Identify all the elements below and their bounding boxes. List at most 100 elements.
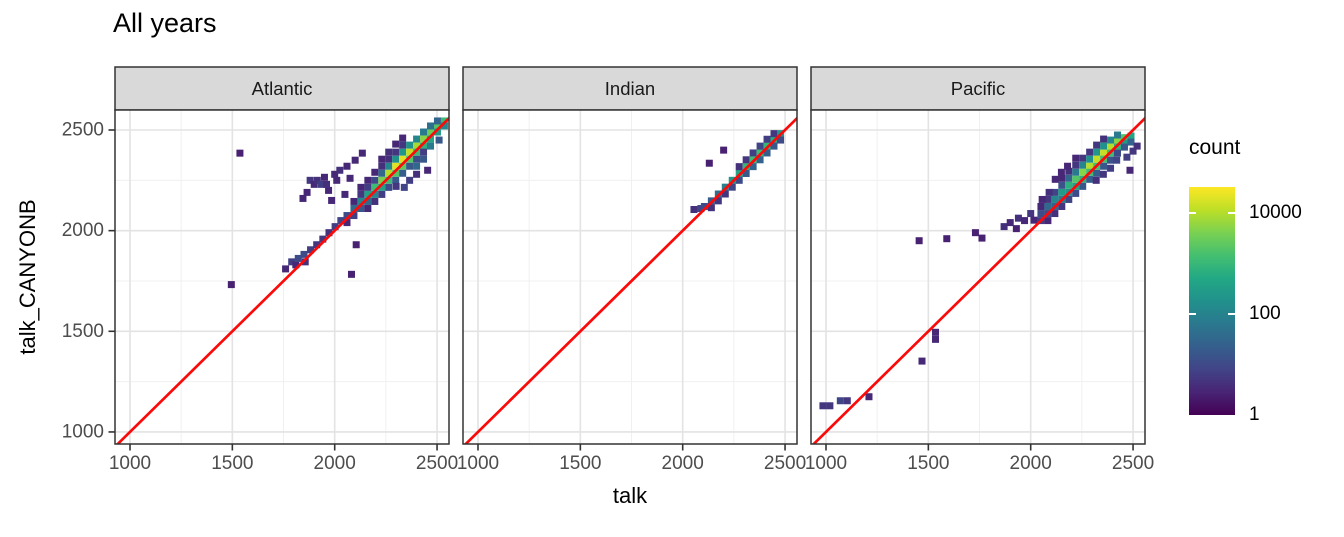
bin (399, 162, 407, 170)
bin (1006, 219, 1014, 227)
bin (742, 156, 750, 164)
bin (1100, 149, 1108, 157)
bin (301, 258, 309, 266)
bin (819, 402, 827, 410)
x-tick-label: 1000 (457, 453, 499, 474)
bin (1079, 168, 1087, 176)
x-tick-label: 1000 (805, 453, 847, 474)
bin (310, 180, 318, 188)
bin (1058, 188, 1066, 196)
bin (1051, 175, 1059, 183)
bin (1123, 153, 1131, 161)
bin (346, 174, 354, 182)
bin (932, 328, 940, 336)
bin (1038, 195, 1046, 203)
bin (1072, 168, 1080, 176)
bin (728, 183, 736, 191)
bin (364, 190, 372, 198)
bin (1012, 225, 1020, 233)
bin (413, 155, 421, 163)
bin (735, 176, 743, 184)
legend-tick-label: 100 (1249, 303, 1281, 324)
bin (325, 229, 333, 237)
bin (742, 169, 750, 177)
bin (943, 235, 951, 243)
bin (1120, 139, 1128, 147)
legend-title: count (1189, 136, 1241, 159)
bin (385, 155, 393, 163)
bin (399, 148, 407, 156)
bin (288, 258, 296, 266)
bin (1072, 154, 1080, 162)
y-tick-label: 1500 (62, 321, 104, 342)
bin (424, 166, 432, 174)
bin (440, 122, 448, 130)
x-tick-label: 2000 (662, 453, 704, 474)
bin (1051, 195, 1059, 203)
bin (413, 135, 421, 143)
bin (1093, 141, 1101, 149)
bin (763, 149, 771, 157)
bin (426, 135, 434, 143)
bin (371, 183, 379, 191)
x-tick-label: 2500 (764, 453, 806, 474)
bin (392, 140, 400, 148)
bin (777, 136, 785, 144)
bin (1072, 161, 1080, 169)
bin (865, 393, 873, 401)
bin (236, 149, 244, 157)
bin (392, 176, 400, 184)
bin (426, 122, 434, 130)
bin (756, 156, 764, 164)
bin (1000, 223, 1008, 231)
bin (836, 397, 844, 405)
bin (413, 170, 421, 178)
bin (1107, 164, 1115, 172)
bin (352, 241, 360, 249)
bin (1027, 210, 1035, 218)
bin (378, 169, 386, 177)
bin (1113, 131, 1121, 139)
bin (1086, 162, 1094, 170)
bin (426, 142, 434, 150)
bin (1064, 162, 1072, 170)
bin (770, 142, 778, 150)
panel-border (462, 109, 798, 445)
x-tick-label: 2500 (1112, 453, 1154, 474)
bin (1100, 142, 1108, 150)
bin (420, 148, 428, 156)
bin (420, 142, 428, 150)
bin (406, 148, 414, 156)
bin (1072, 189, 1080, 197)
bin (320, 173, 328, 181)
bin (763, 135, 771, 143)
bin (406, 176, 414, 184)
bin (343, 219, 351, 227)
bin (1044, 195, 1052, 203)
bin (1093, 148, 1101, 156)
bin (371, 190, 379, 198)
bin (433, 128, 441, 136)
bin (357, 205, 365, 213)
bin (406, 162, 414, 170)
panel-border (810, 109, 1146, 445)
bin (707, 204, 715, 212)
bin (1072, 175, 1080, 183)
bin (364, 197, 372, 205)
bin (843, 397, 851, 405)
bin (1086, 148, 1094, 156)
bin (371, 168, 379, 176)
legend-tick-label: 10000 (1249, 202, 1302, 223)
bin (1058, 202, 1066, 210)
legend-tickmark (1189, 212, 1196, 214)
legend-tickmark (1189, 313, 1196, 315)
facet-label: Indian (605, 78, 655, 99)
bin (300, 250, 308, 258)
bin (1120, 143, 1128, 151)
bin (341, 190, 349, 198)
bin (1107, 156, 1115, 164)
bin (1126, 166, 1134, 174)
bin (756, 142, 764, 150)
panel-content (811, 116, 1145, 444)
